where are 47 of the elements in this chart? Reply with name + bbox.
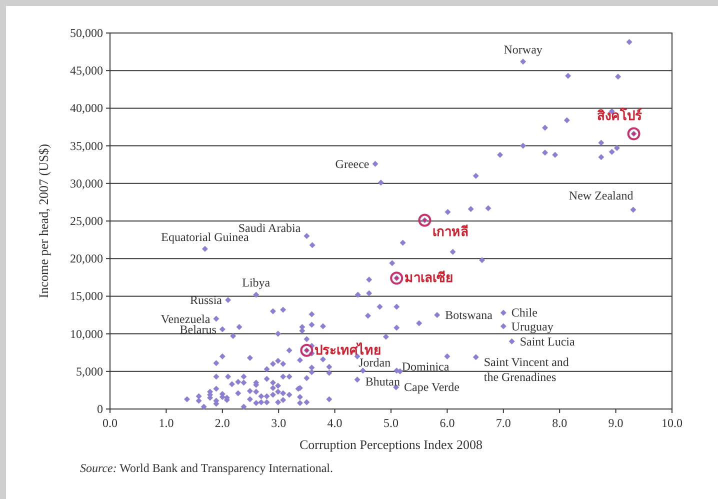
- annotation: Saint Lucia: [520, 334, 576, 348]
- y-tick-label: 5,000: [76, 364, 103, 378]
- annotation: ประเทศไทย: [314, 341, 382, 358]
- annotation: สิงคโปร์: [596, 106, 642, 123]
- y-tick-label: 50,000: [70, 26, 103, 40]
- y-tick-label: 40,000: [70, 101, 103, 116]
- annotation: Dominica: [402, 359, 450, 374]
- x-tick-label: 7.0: [496, 416, 511, 430]
- x-tick-label: 5.0: [384, 416, 398, 430]
- y-tick-label: 35,000: [70, 138, 103, 153]
- point: [418, 214, 432, 227]
- x-tick-label: 3.0: [271, 416, 286, 430]
- point: [300, 344, 314, 357]
- y-axis-title: Income per head, 2007 (US$): [36, 144, 51, 298]
- y-tick-label: 10,000: [70, 326, 103, 341]
- x-tick-label: 4.0: [327, 416, 342, 430]
- y-tick-label: 30,000: [70, 176, 103, 190]
- annotation: Jordan: [358, 356, 391, 370]
- y-tick-label: 20,000: [70, 252, 103, 266]
- y-tick-label: 15,000: [70, 289, 103, 304]
- x-tick-label: 10.0: [662, 416, 682, 430]
- x-tick-label: 8.0: [552, 416, 568, 430]
- x-tick-label: 0.0: [102, 416, 118, 430]
- annotation: Greece: [335, 156, 370, 171]
- y-tick-label: 0: [97, 402, 103, 416]
- annotation: Chile: [511, 306, 538, 320]
- annotation: Botswana: [445, 308, 494, 322]
- y-tick-label: 25,000: [70, 214, 103, 228]
- x-tick-label: 2.0: [214, 416, 230, 430]
- annotation: Bhutan: [365, 374, 400, 388]
- x-tick-label: 1.0: [158, 416, 174, 430]
- point: [627, 127, 640, 140]
- x-tick-label: 9.0: [608, 416, 624, 430]
- annotation: Russia: [190, 292, 223, 307]
- annotation: Saint Vincent and the Grenadines: [484, 355, 569, 384]
- annotation: New Zealand: [568, 188, 634, 203]
- annotation: Libya: [242, 276, 271, 290]
- annotation: มาเลเซีย: [404, 270, 454, 286]
- annotation: Norway: [504, 42, 542, 57]
- source-note: Source: World Bank and Transparency International.: [80, 461, 333, 475]
- x-axis-title: Corruption Perceptions Index 2008: [299, 437, 483, 452]
- point: [390, 272, 404, 285]
- x-tick-label: 6.0: [440, 416, 455, 430]
- annotation: Cape Verde: [404, 380, 460, 394]
- annotation: Uruguay: [511, 319, 554, 334]
- annotation: เกาหลี: [432, 224, 469, 240]
- y-tick-label: 45,000: [70, 64, 103, 78]
